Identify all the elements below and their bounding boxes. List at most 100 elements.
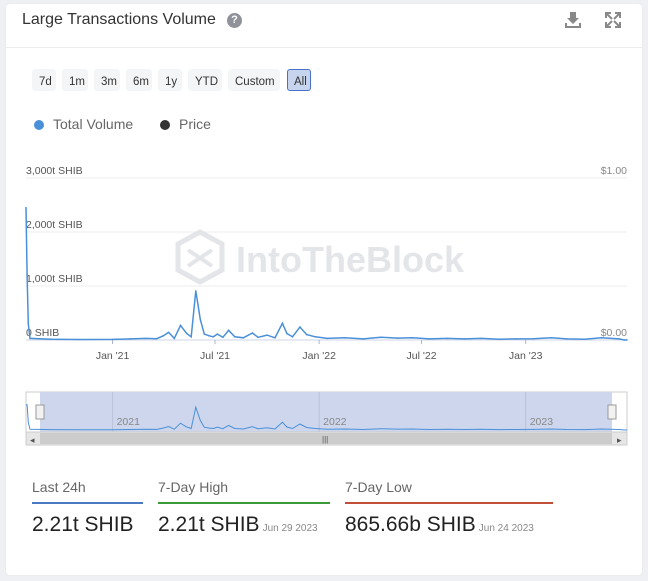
data-point <box>25 206 27 209</box>
data-point <box>550 337 552 339</box>
x-tick-label: Jul '21 <box>200 350 230 362</box>
stat-label: 7-Day High <box>158 479 229 495</box>
data-point <box>566 338 568 340</box>
data-point <box>314 336 317 338</box>
data-point <box>129 338 131 340</box>
stat-underline <box>158 502 330 504</box>
navigator-series-line <box>26 404 628 431</box>
data-point <box>583 338 586 340</box>
data-point <box>274 337 276 339</box>
data-point <box>195 290 197 292</box>
navigator-year-label: 2021 <box>117 416 141 428</box>
stat-value: 865.66b SHIB Jun 24 2023 <box>345 513 534 536</box>
navigator-year-label: 2023 <box>530 416 554 428</box>
data-point <box>173 337 176 340</box>
data-point <box>50 338 53 340</box>
data-point <box>480 337 483 340</box>
data-point <box>299 326 301 328</box>
data-point <box>111 338 114 341</box>
x-tick-label: Jan '21 <box>96 350 130 362</box>
data-point <box>162 334 165 337</box>
navigator-year-label: 2022 <box>323 416 347 428</box>
legend-dot <box>160 120 170 130</box>
range-3m-button[interactable]: 3m <box>94 69 120 91</box>
chart-title: Large Transactions Volume <box>22 11 216 28</box>
scrollbar-grip-icon: ||| <box>322 435 328 444</box>
data-point <box>286 332 288 335</box>
data-point <box>618 338 620 340</box>
range-all-button[interactable]: All <box>287 69 311 91</box>
data-point <box>291 336 294 338</box>
stat-underline <box>32 502 143 504</box>
data-point <box>343 337 346 339</box>
data-point <box>167 331 170 334</box>
y-tick-label: 0 SHIB <box>26 327 59 339</box>
range-custom-button[interactable]: Custom <box>228 69 280 91</box>
data-point <box>208 334 210 337</box>
data-point <box>185 332 188 335</box>
data-point <box>242 337 245 339</box>
data-point <box>600 337 603 339</box>
grid-lines <box>26 177 627 341</box>
x-tick-label: Jan '22 <box>302 350 336 362</box>
chart-plot: IntoTheBlock 0 SHIB 1,000t SHIB 2,000t SHI… <box>25 165 628 446</box>
data-point <box>266 334 268 336</box>
data-point <box>26 274 28 276</box>
y-tick-label: 2,000t SHIB <box>26 219 83 231</box>
data-point <box>397 337 399 339</box>
range-7d-button[interactable]: 7d <box>32 69 56 91</box>
scroll-left-icon[interactable]: ◂ <box>30 435 35 445</box>
card-header: Large Transactions Volume ? <box>6 4 642 48</box>
navigator[interactable]: 2021 2022 2023 ◂ ▸ ||| <box>25 391 628 446</box>
navigator-scrollbar-thumb[interactable] <box>40 433 612 444</box>
data-point <box>212 336 215 338</box>
scroll-right-icon[interactable]: ▸ <box>617 435 622 445</box>
data-point <box>155 337 158 340</box>
data-point <box>446 337 448 340</box>
data-point <box>281 322 284 325</box>
range-ytd-button[interactable]: YTD <box>188 69 222 91</box>
stat-value: 2.21t SHIB Jun 29 2023 <box>158 513 318 536</box>
data-point <box>326 337 328 340</box>
range-1y-button[interactable]: 1y <box>158 69 182 91</box>
stat-underline <box>345 502 553 504</box>
navigator-left-handle[interactable] <box>35 404 45 420</box>
data-point <box>428 338 431 340</box>
data-point <box>222 336 224 339</box>
legend-label: Total Volume <box>53 116 134 132</box>
data-point <box>515 338 517 340</box>
series-line-total-volume <box>25 207 628 341</box>
watermark: IntoTheBlock <box>236 239 465 280</box>
x-tick-label: Jan '23 <box>509 350 543 362</box>
y-right-tick-label: $0.00 <box>601 327 627 339</box>
data-point <box>463 338 466 340</box>
legend-dot <box>34 120 44 130</box>
data-point <box>257 336 259 339</box>
legend-label: Price <box>179 116 211 132</box>
download-icon[interactable] <box>564 11 582 29</box>
stat-date: Jun 24 2023 <box>478 523 534 534</box>
expand-icon[interactable] <box>604 11 622 29</box>
navigator-grid <box>112 392 527 432</box>
data-point <box>498 338 500 340</box>
range-6m-button[interactable]: 6m <box>126 69 152 91</box>
navigator-right-handle[interactable] <box>607 404 617 420</box>
data-point <box>179 324 182 327</box>
help-icon[interactable]: ? <box>227 13 242 28</box>
data-point <box>27 323 30 325</box>
data-point <box>145 337 147 340</box>
y-tick-label: 1,000t SHIB <box>26 273 83 285</box>
data-point <box>305 333 308 336</box>
range-1m-button[interactable]: 1m <box>62 69 88 91</box>
series-points <box>25 206 628 341</box>
data-point <box>29 337 31 340</box>
y-axis-right: $0.00 $1.00 <box>601 165 627 339</box>
y-axis-left: 0 SHIB 1,000t SHIB 2,000t SHIB 3,000t SHIB <box>26 165 83 339</box>
x-axis: Jan '21 Jul '21 Jan '22 Jul '22 Jan '23 <box>96 340 543 362</box>
navigator-selection[interactable] <box>40 392 612 432</box>
data-point <box>626 339 628 341</box>
data-point <box>251 332 254 334</box>
data-point <box>227 329 230 332</box>
watermark-logo-icon <box>175 229 225 285</box>
stat-label: 7-Day Low <box>345 479 412 495</box>
